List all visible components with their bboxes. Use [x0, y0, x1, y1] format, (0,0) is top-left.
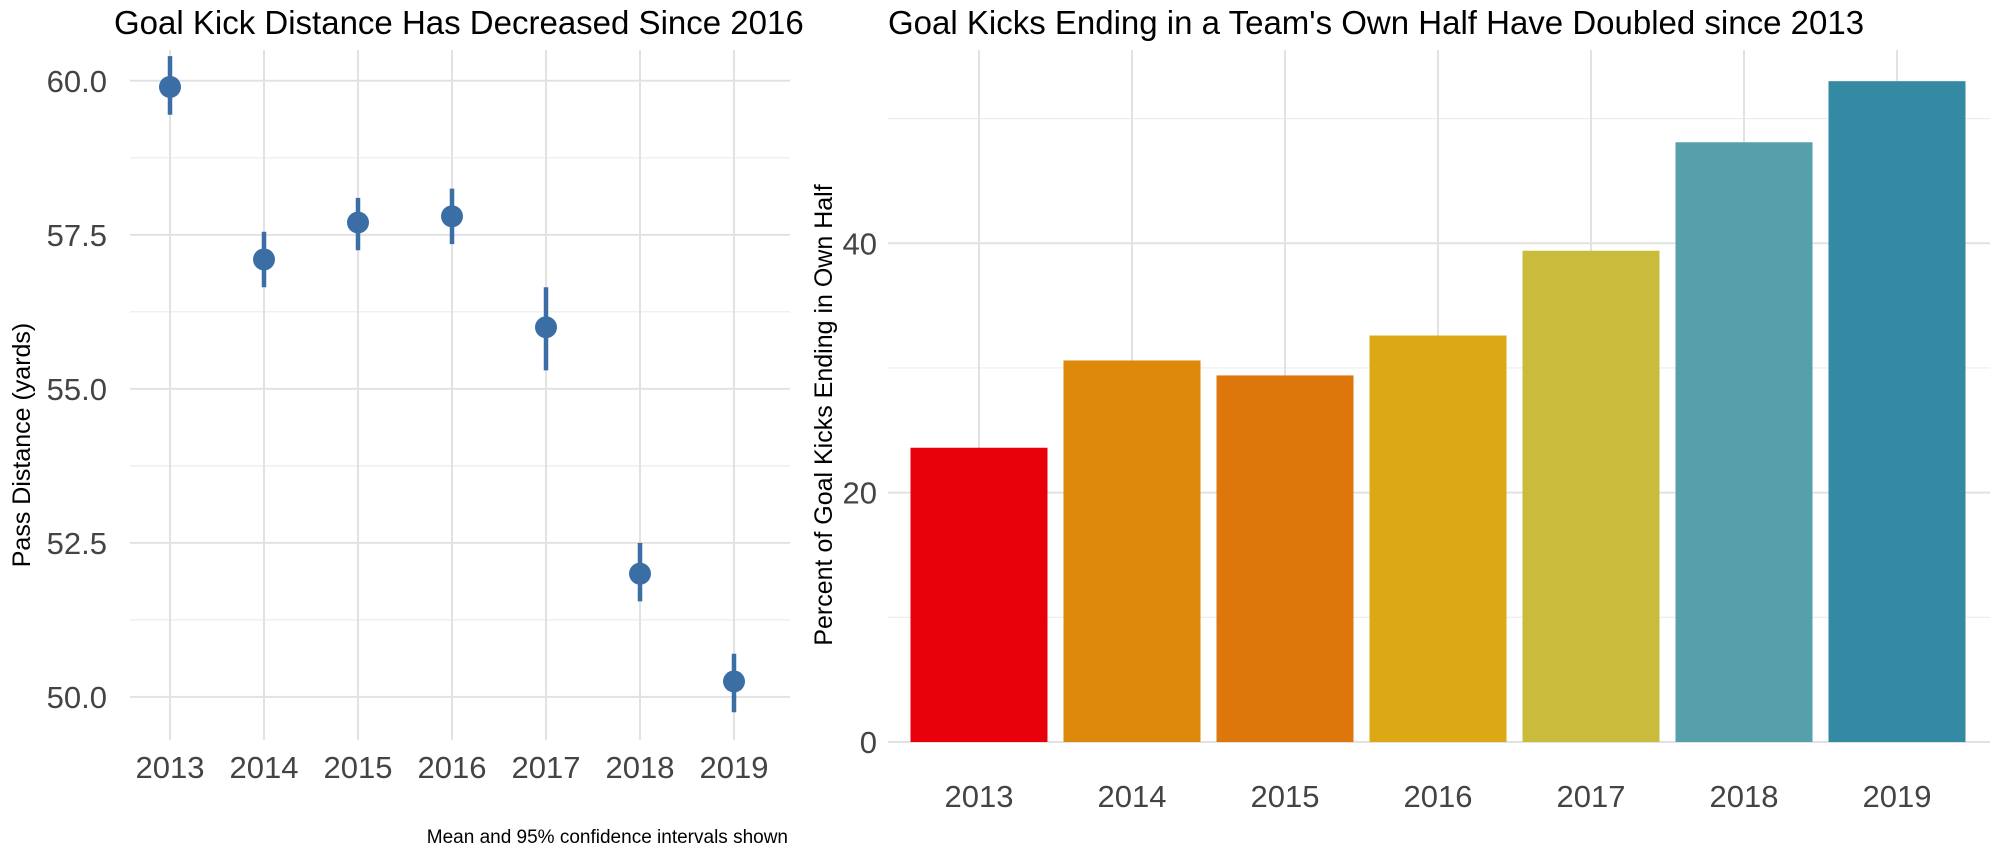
left-x-tick-label: 2014 [230, 750, 299, 785]
right-x-tick-label: 2018 [1710, 779, 1779, 814]
left-gridlines [130, 50, 790, 740]
mean-point [441, 205, 463, 228]
bar-2017 [1522, 250, 1660, 742]
left-x-tick-label: 2018 [606, 750, 675, 785]
right-x-tick-label: 2015 [1251, 779, 1320, 814]
left-chart: Goal Kick Distance Has Decreased Since 2… [8, 4, 804, 848]
left-x-tick-label: 2015 [324, 750, 393, 785]
left-chart-title: Goal Kick Distance Has Decreased Since 2… [114, 4, 804, 41]
right-chart-title: Goal Kicks Ending in a Team's Own Half H… [888, 4, 1864, 41]
right-x-tick-label: 2013 [945, 779, 1014, 814]
right-x-tick-label: 2016 [1404, 779, 1473, 814]
right-bars [910, 81, 1966, 743]
left-y-tick-label: 57.5 [47, 218, 107, 253]
left-x-tick-label: 2019 [700, 750, 769, 785]
mean-point [723, 670, 745, 693]
right-y-tick-label: 0 [860, 725, 877, 760]
mean-point [629, 562, 651, 585]
right-y-tick-labels: 0 20 40 [843, 226, 877, 760]
left-caption: Mean and 95% confidence intervals shown [427, 827, 788, 848]
right-x-tick-label: 2019 [1863, 779, 1932, 814]
mean-point [347, 211, 369, 234]
left-y-tick-label: 60.0 [47, 64, 107, 99]
bar-2013 [910, 447, 1048, 742]
left-y-tick-label: 50.0 [47, 680, 107, 715]
left-x-tick-label: 2017 [512, 750, 581, 785]
bar-2015 [1216, 375, 1354, 742]
bar-2018 [1675, 142, 1813, 742]
left-y-axis-label: Pass Distance (yards) [8, 323, 36, 568]
left-data-marks [159, 56, 745, 713]
right-x-tick-labels: 2013 2014 2015 2016 2017 2018 2019 [945, 779, 1932, 814]
right-x-tick-label: 2017 [1557, 779, 1626, 814]
left-x-tick-label: 2013 [136, 750, 205, 785]
bar-2016 [1369, 335, 1507, 742]
mean-point [159, 75, 181, 98]
right-chart: Goal Kicks Ending in a Team's Own Half H… [810, 4, 1990, 814]
bar-2019 [1828, 81, 1966, 743]
left-y-tick-label: 52.5 [47, 526, 107, 561]
left-x-tick-label: 2016 [418, 750, 487, 785]
right-x-tick-label: 2014 [1098, 779, 1167, 814]
left-x-tick-labels: 2013 2014 2015 2016 2017 2018 2019 [136, 750, 769, 785]
left-y-tick-labels: 50.0 52.5 55.0 57.5 60.0 [47, 64, 107, 715]
right-y-tick-label: 20 [843, 476, 877, 511]
bar-2014 [1063, 360, 1201, 742]
right-y-axis-label: Percent of Goal Kicks Ending in Own Half [810, 184, 838, 645]
left-y-tick-label: 55.0 [47, 372, 107, 407]
right-y-tick-label: 40 [843, 226, 877, 261]
mean-point [535, 316, 557, 339]
mean-point [253, 248, 275, 271]
